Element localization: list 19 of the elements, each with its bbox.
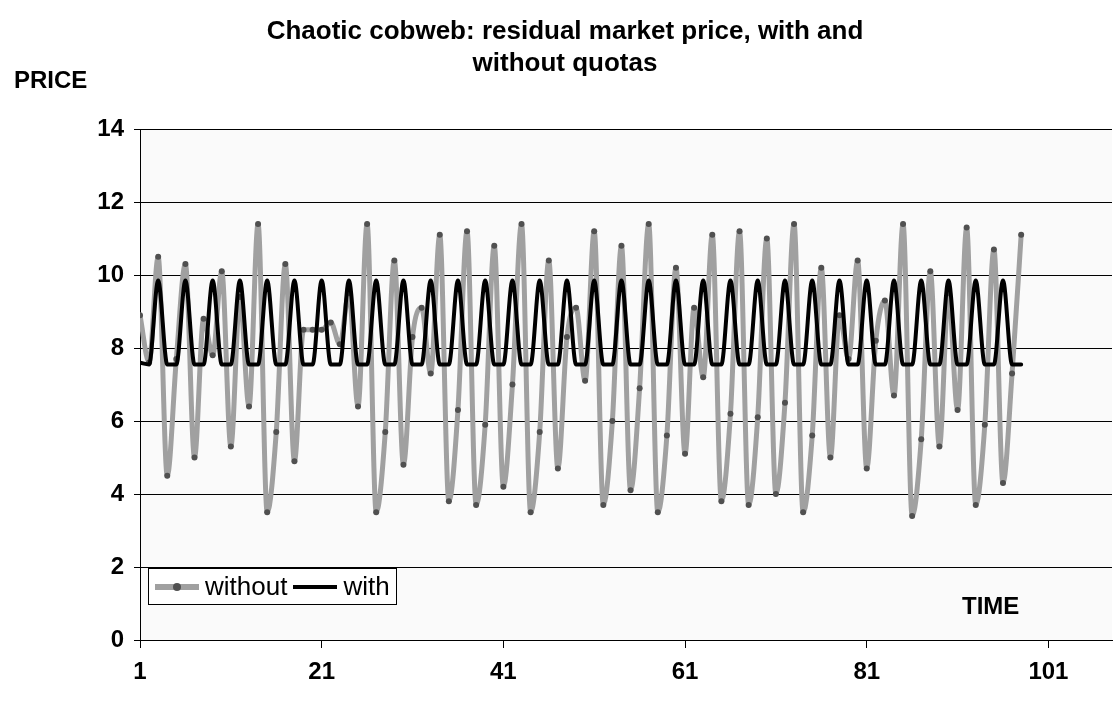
y-tick-label: 0 <box>110 624 124 652</box>
y-axis-title: PRICE <box>14 66 88 94</box>
x-axis-title: TIME <box>962 592 1020 620</box>
x-tick-label: 101 <box>1028 657 1069 685</box>
y-tick-label: 8 <box>110 332 124 360</box>
x-tick-label: 21 <box>308 657 336 685</box>
legend-label: with <box>343 571 390 602</box>
legend-label: without <box>205 571 288 602</box>
x-tick-label: 41 <box>490 657 517 685</box>
y-tick-label: 14 <box>97 113 125 141</box>
x-tick-label: 61 <box>671 657 699 685</box>
y-tick-label: 2 <box>110 551 124 579</box>
y-tick-label: 4 <box>110 478 125 506</box>
y-tick-label: 6 <box>110 405 124 433</box>
x-tick-label: 81 <box>853 657 881 685</box>
chart-title: Chaotic cobweb: residual market price, with and without quotas <box>265 14 865 78</box>
y-tick-label: 12 <box>97 186 124 214</box>
y-tick-label: 10 <box>97 259 124 287</box>
x-tick-label: 1 <box>133 657 147 685</box>
